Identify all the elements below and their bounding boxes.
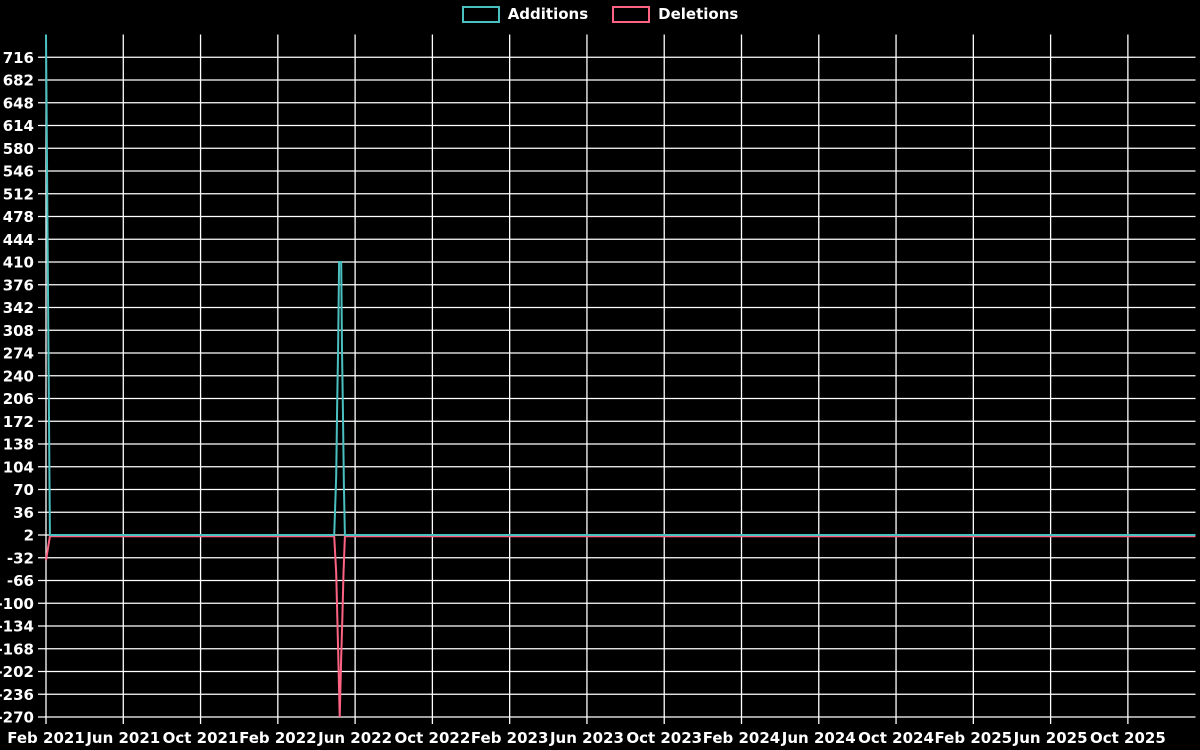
y-tick-label: 342 xyxy=(3,299,34,317)
y-tick-label: -236 xyxy=(0,686,34,704)
y-tick-label: 682 xyxy=(3,72,34,90)
y-tick-label: 36 xyxy=(13,504,34,522)
y-tick-label: 206 xyxy=(3,390,34,408)
y-tick-label: 410 xyxy=(3,254,34,272)
additions-swatch xyxy=(461,6,500,23)
x-tick-label: Feb 2024 xyxy=(703,729,781,747)
y-tick-label: -270 xyxy=(0,709,34,727)
x-tick-label: Oct 2025 xyxy=(1090,729,1166,747)
y-tick-label: -134 xyxy=(0,618,34,636)
x-tick-label: Feb 2021 xyxy=(7,729,85,747)
legend-item-deletions[interactable]: Deletions xyxy=(612,6,738,23)
y-tick-label: 274 xyxy=(3,345,34,363)
y-tick-label: 478 xyxy=(3,208,34,226)
deletions-legend-label: Deletions xyxy=(658,5,739,23)
y-tick-label: -100 xyxy=(0,595,34,613)
y-tick-label: 716 xyxy=(3,49,34,67)
x-tick-label: Jun 2024 xyxy=(781,729,856,747)
chart-legend: Additions Deletions xyxy=(0,6,1200,23)
x-tick-label: Feb 2023 xyxy=(471,729,549,747)
x-tick-label: Jun 2021 xyxy=(85,729,160,747)
y-tick-label: -66 xyxy=(7,572,34,590)
y-tick-label: 376 xyxy=(3,276,34,294)
x-tick-label: Jun 2023 xyxy=(549,729,624,747)
deletions-swatch xyxy=(612,6,651,23)
x-tick-label: Jun 2025 xyxy=(1013,729,1088,747)
y-tick-label: 104 xyxy=(3,458,34,476)
x-tick-label: Jun 2022 xyxy=(317,729,392,747)
x-tick-label: Oct 2024 xyxy=(858,729,934,747)
y-tick-label: -168 xyxy=(0,640,34,658)
y-tick-label: 546 xyxy=(3,163,34,181)
additions-legend-label: Additions xyxy=(507,5,589,23)
y-tick-label: 444 xyxy=(3,231,34,249)
series-line-deletions xyxy=(45,535,1196,718)
x-tick-label: Oct 2022 xyxy=(394,729,470,747)
y-tick-label: 240 xyxy=(3,367,34,385)
y-tick-label: 172 xyxy=(3,413,34,431)
y-tick-label: 308 xyxy=(3,322,34,340)
series-line-additions xyxy=(45,34,1196,536)
x-tick-label: Feb 2022 xyxy=(239,729,317,747)
y-tick-label: 580 xyxy=(3,140,34,158)
y-tick-label: -32 xyxy=(7,549,34,567)
x-tick-label: Oct 2023 xyxy=(626,729,702,747)
x-tick-label: Oct 2021 xyxy=(163,729,239,747)
y-tick-label: 648 xyxy=(3,94,34,112)
legend-item-additions[interactable]: Additions xyxy=(461,5,589,23)
y-tick-label: 2 xyxy=(24,527,34,545)
y-tick-label: 70 xyxy=(13,481,34,499)
y-tick-label: 138 xyxy=(3,436,34,454)
y-tick-label: 614 xyxy=(3,117,34,135)
y-tick-label: -202 xyxy=(0,663,34,681)
y-tick-label: 512 xyxy=(3,185,34,203)
x-tick-label: Feb 2025 xyxy=(935,729,1013,747)
